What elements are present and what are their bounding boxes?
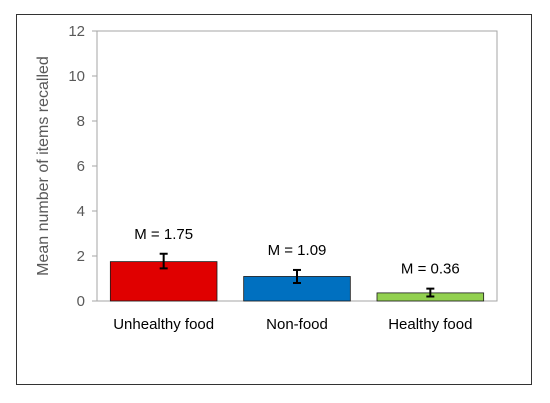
y-tick-label: 10 [68, 68, 85, 85]
x-category-label: Unhealthy food [113, 316, 214, 333]
x-axis-labels: Unhealthy food Non-food Healthy food [113, 316, 472, 333]
chart-frame [16, 14, 532, 385]
data-label: M = 0.36 [401, 261, 460, 278]
data-label: M = 1.09 [268, 242, 327, 259]
data-labels: M = 1.75 M = 1.09 M = 0.36 [134, 226, 459, 278]
y-tick-label: 6 [77, 158, 85, 175]
y-tick-label: 8 [77, 113, 85, 130]
x-category-label: Healthy food [388, 316, 472, 333]
data-label: M = 1.75 [134, 226, 193, 243]
y-tick-label: 2 [77, 248, 85, 265]
y-axis: 0 2 4 6 8 10 12 [68, 23, 97, 310]
x-category-label: Non-food [266, 316, 328, 333]
y-tick-label: 0 [77, 293, 85, 310]
y-axis-title: Mean number of items recalled [35, 56, 52, 276]
y-tick-label: 12 [68, 23, 85, 40]
error-bars [159, 252, 435, 298]
y-tick-label: 4 [77, 203, 85, 220]
